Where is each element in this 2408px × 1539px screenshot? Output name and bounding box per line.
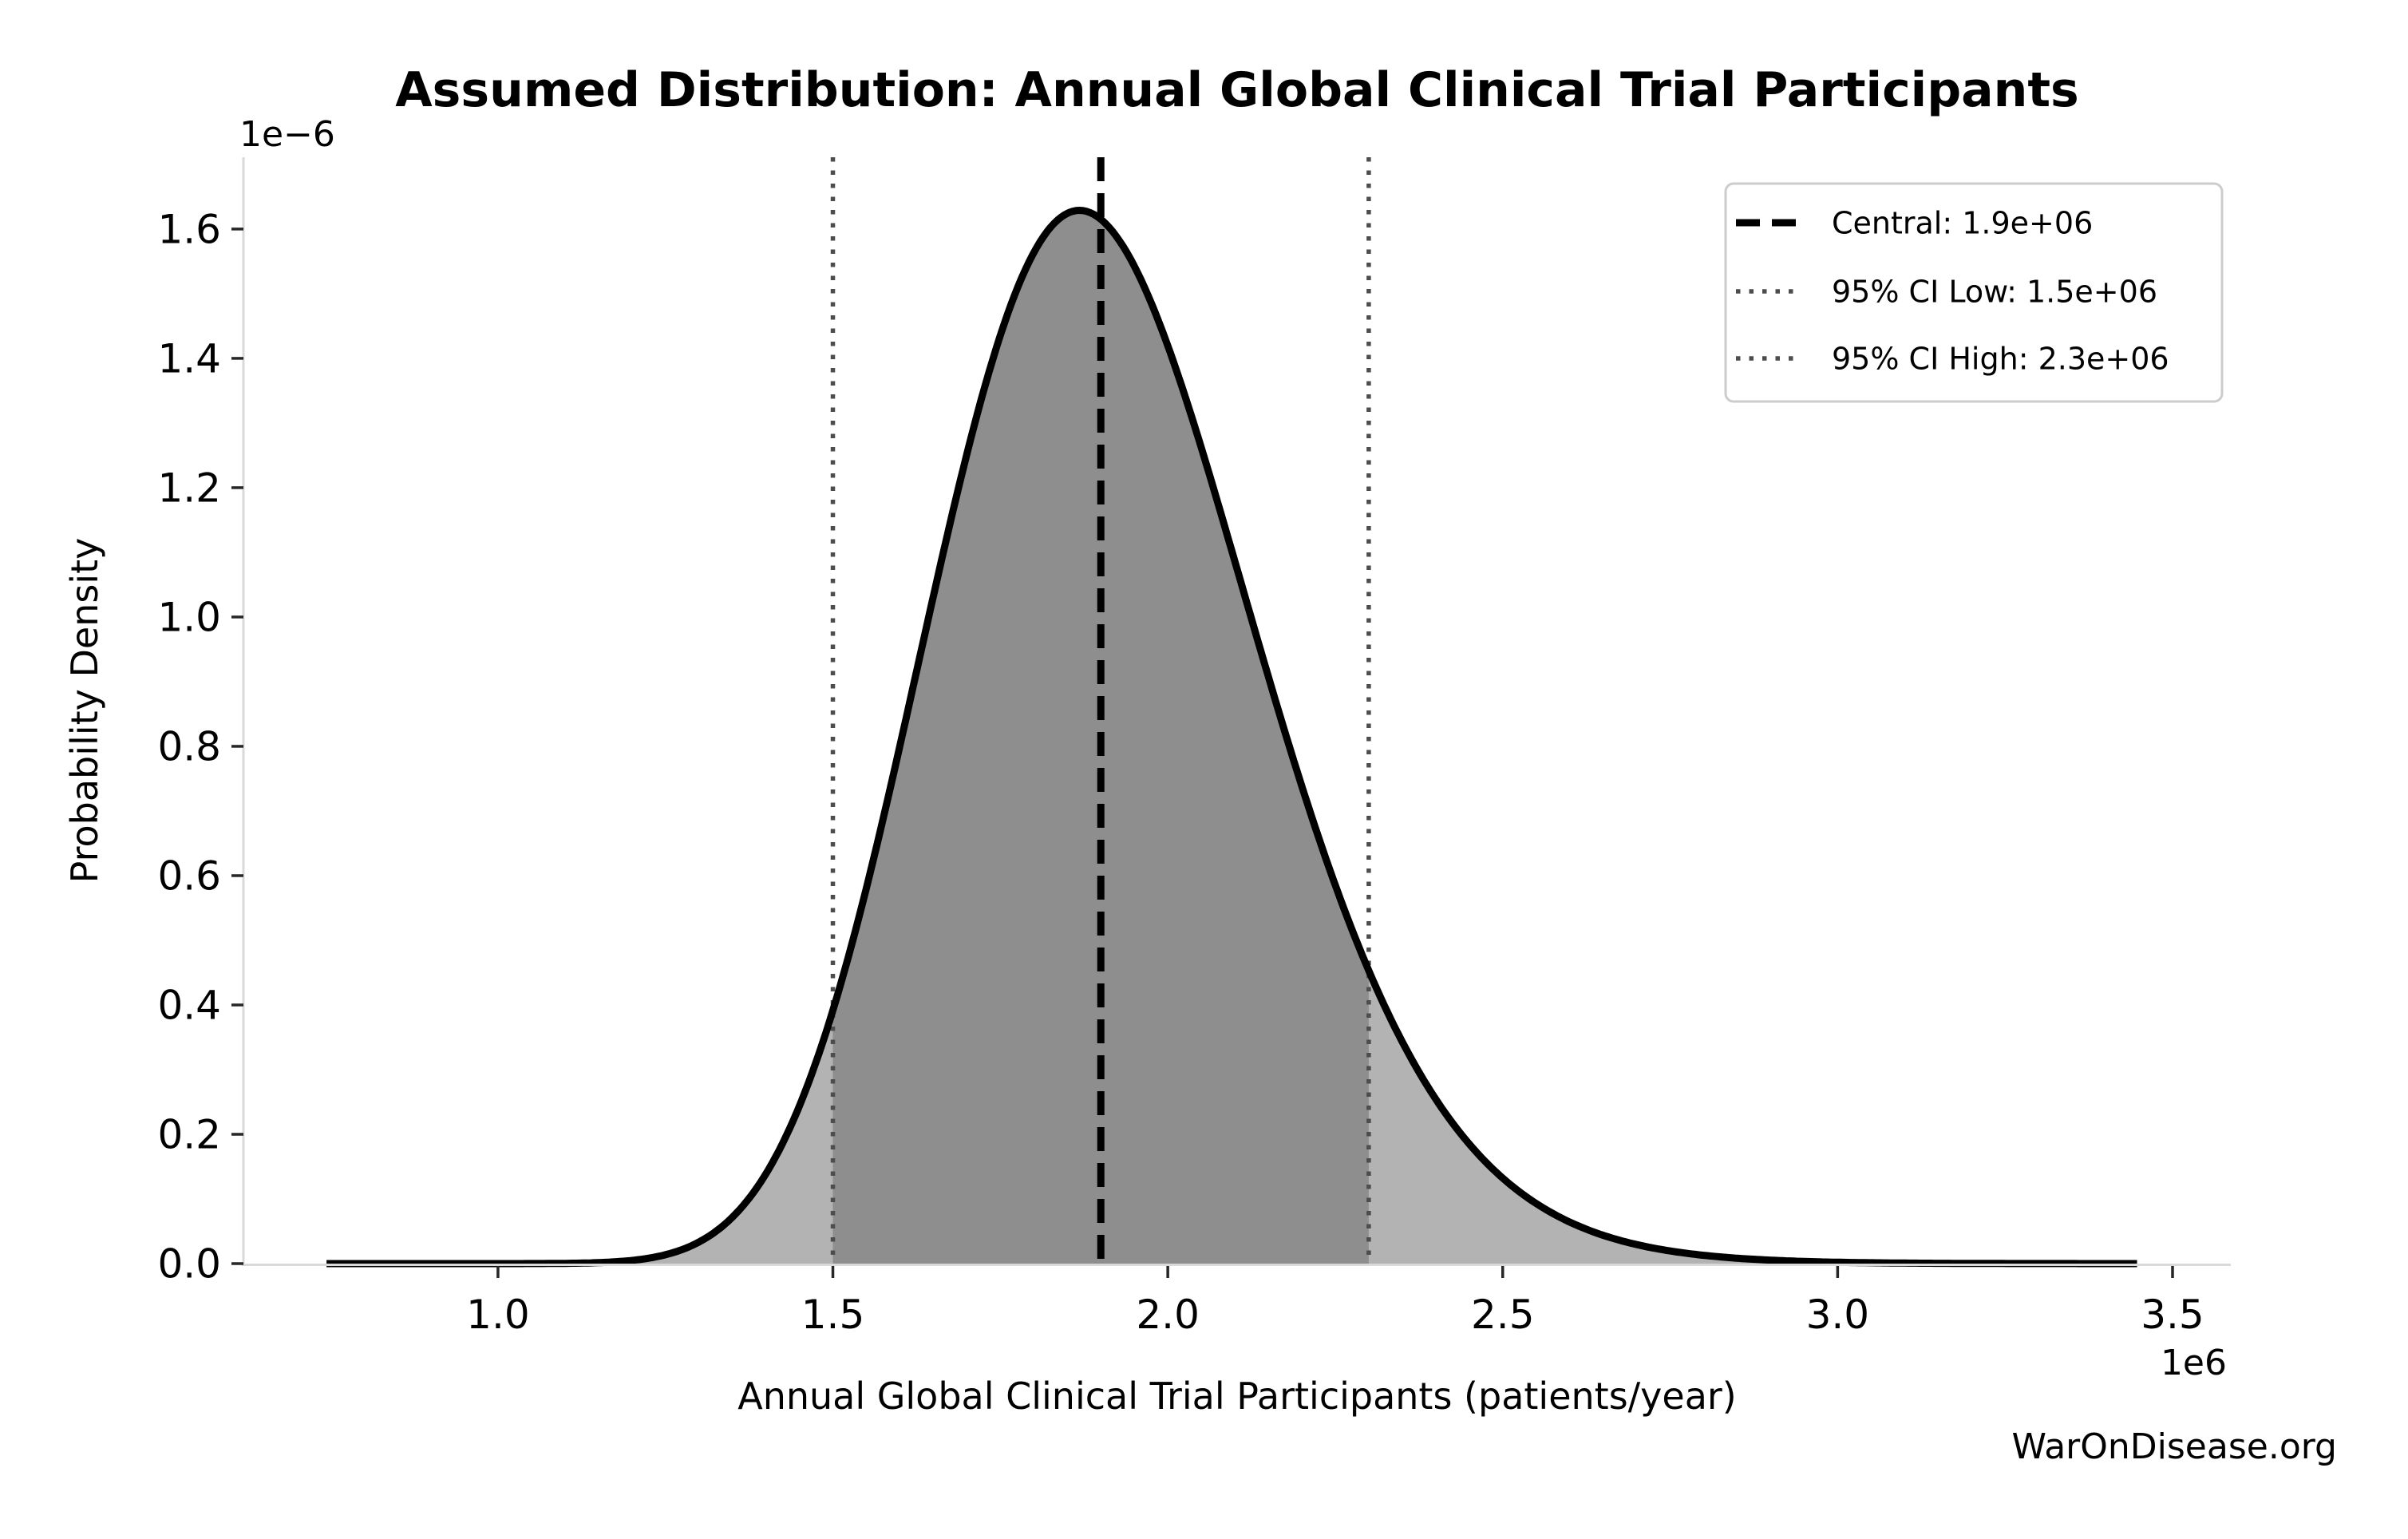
legend-entry-ci-high: 95% CI High: 2.3e+06	[1832, 341, 2169, 376]
x-tick-label: 3.0	[1806, 1292, 1870, 1338]
legend-box	[1724, 182, 2224, 403]
axes-spines	[242, 157, 2231, 1266]
y-tick-label: 1.4	[157, 335, 221, 382]
legend: Central: 1.9e+06 95% CI Low: 1.5e+06 95%…	[1724, 182, 2224, 403]
y-axis-ticks	[231, 227, 243, 1265]
legend-entry-ci-low: 95% CI Low: 1.5e+06	[1832, 274, 2157, 309]
y-axis-tick-labels: 0.0 0.2 0.4 0.6 0.8 1.0 1.2 1.4 1.6	[157, 206, 221, 1287]
x-tick-label: 1.5	[801, 1292, 865, 1338]
density-curve	[326, 207, 2137, 1268]
y-tick-label: 0.8	[157, 723, 221, 770]
x-axis-tick-labels: 1.0 1.5 2.0 2.5 3.0 3.5	[466, 1292, 2204, 1338]
x-tick-label: 1.0	[466, 1292, 530, 1338]
y-tick-label: 1.2	[157, 465, 221, 511]
legend-entry-central: Central: 1.9e+06	[1832, 205, 2093, 240]
y-axis-label: Probability Density	[63, 538, 106, 884]
x-tick-label: 2.5	[1471, 1292, 1535, 1338]
chart-title: Assumed Distribution: Annual Global Clin…	[395, 62, 2079, 118]
y-tick-label: 0.6	[157, 853, 221, 899]
y-tick-label: 1.6	[157, 206, 221, 252]
watermark: WarOnDisease.org	[2012, 1426, 2337, 1467]
x-axis-scale-note: 1e6	[2161, 1343, 2227, 1383]
x-tick-label: 2.0	[1136, 1292, 1200, 1338]
plot-area	[326, 157, 2137, 1268]
x-axis-label: Annual Global Clinical Trial Participant…	[737, 1375, 1737, 1418]
x-tick-label: 3.5	[2141, 1292, 2204, 1338]
x-axis-ticks	[496, 1266, 2174, 1278]
y-tick-label: 0.0	[157, 1241, 221, 1288]
y-tick-label: 0.2	[157, 1111, 221, 1157]
y-tick-label: 1.0	[157, 594, 221, 640]
y-axis-scale-note: 1e−6	[239, 114, 335, 155]
y-tick-label: 0.4	[157, 982, 221, 1028]
